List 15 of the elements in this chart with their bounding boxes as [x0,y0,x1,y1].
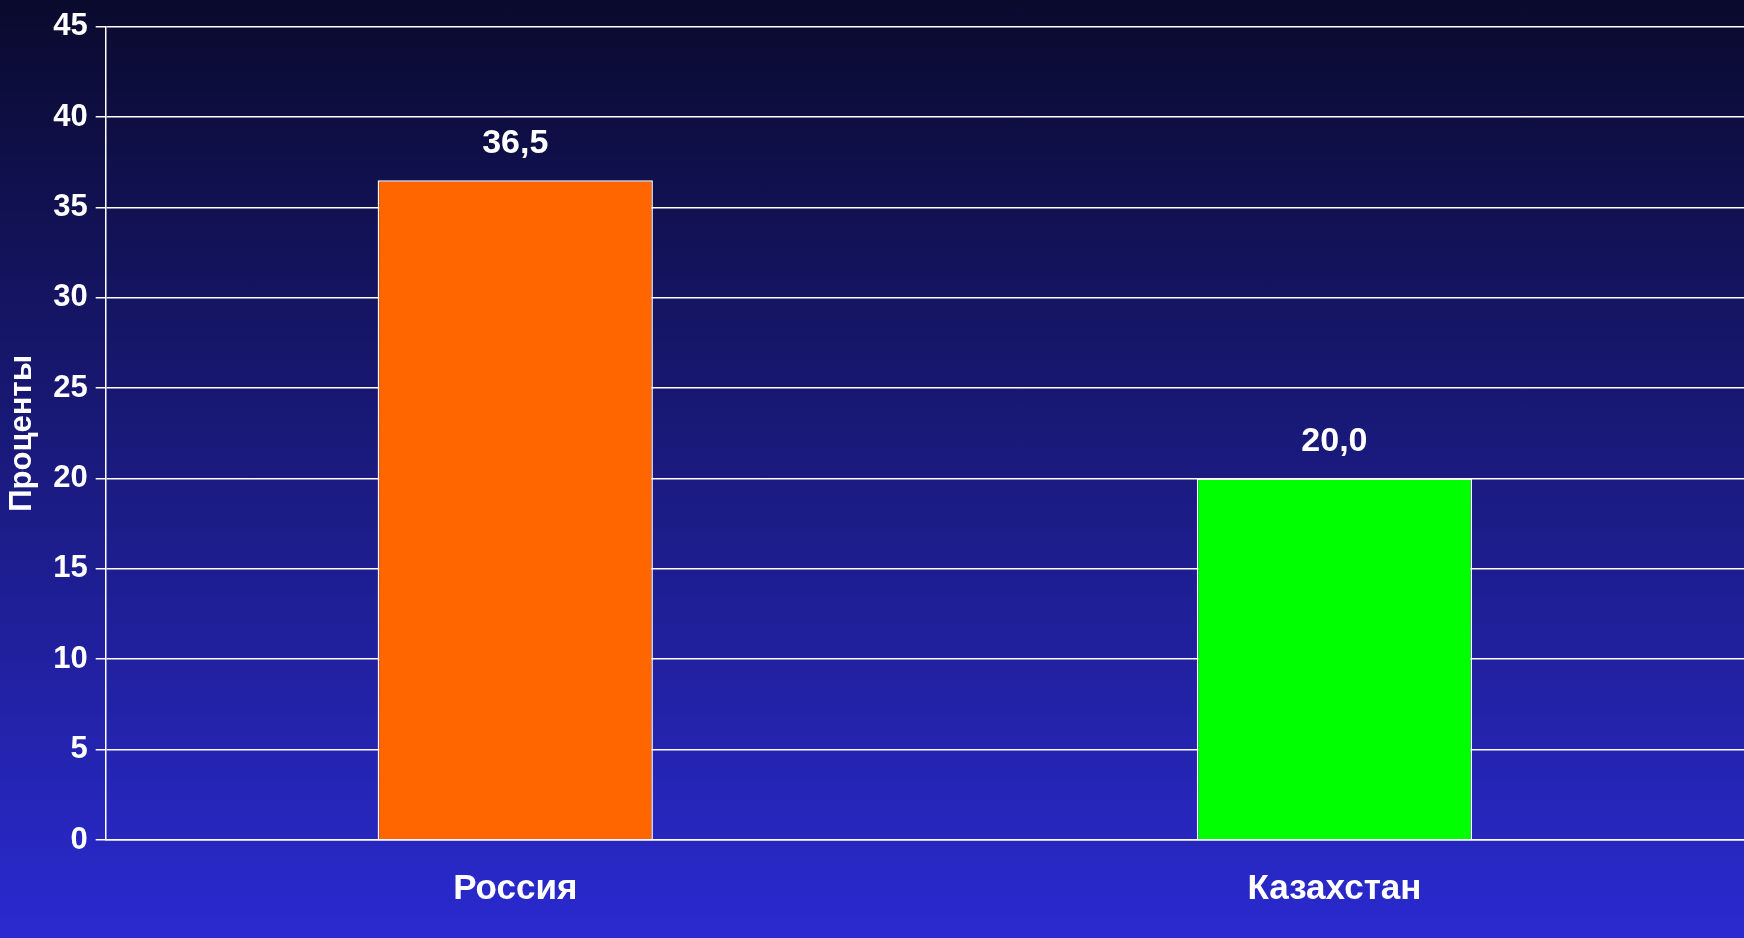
y-axis-title: Проценты [3,354,39,512]
data-label: 20,0 [1301,419,1368,458]
y-tick-label: 5 [70,730,88,766]
y-tick-label: 40 [53,97,88,133]
y-tick-label: 20 [53,459,88,495]
x-tick-label: Россия [453,866,578,906]
y-tick-label: 35 [53,187,88,223]
y-tick-label: 30 [53,278,88,314]
y-tick-label: 0 [70,820,88,856]
data-label: 36,5 [482,121,549,160]
y-tick-label: 25 [53,368,88,404]
y-tick-label: 45 [53,7,88,43]
x-tick-label: Казахстан [1247,866,1422,906]
y-tick-label: 10 [53,639,88,675]
y-tick-label: 15 [53,549,88,585]
